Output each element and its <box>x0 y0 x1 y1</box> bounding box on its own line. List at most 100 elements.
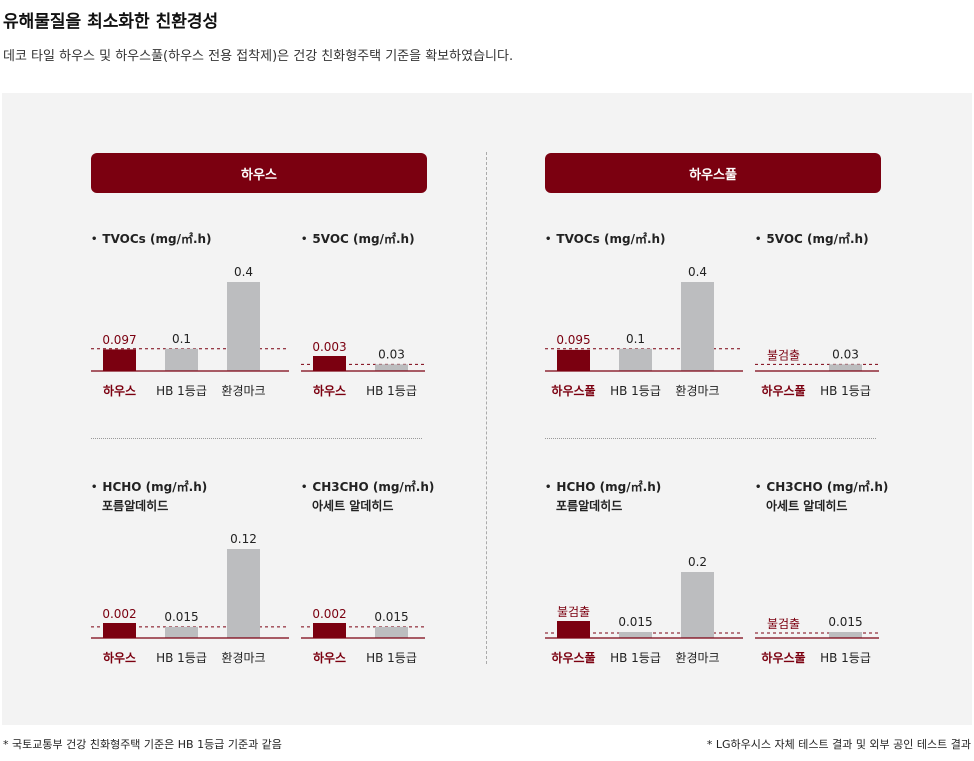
category-label: 하우스 <box>103 383 136 398</box>
chart-title-text: 5VOC (mg/㎡.h) <box>312 232 415 246</box>
bullet: • <box>755 234 762 245</box>
category-label: 환경마크 <box>221 384 265 398</box>
chart-title-house-ch3cho: • CH3CHO (mg/㎡.h) 아세트 알데히드 <box>301 478 434 516</box>
bar-chart-house-tvoc: 0.097 하우스 0.1 HB 1등급 0.4 환경마크 <box>91 265 289 398</box>
bar-하우스 <box>103 349 136 371</box>
bullet: • <box>301 234 308 245</box>
group-divider <box>486 152 487 664</box>
category-label: HB 1등급 <box>820 384 871 398</box>
results-panel <box>2 93 972 725</box>
value-label: 0.015 <box>618 615 652 629</box>
chart-title-housepool-5voc: • 5VOC (mg/㎡.h) <box>755 230 869 249</box>
category-label: HB 1등급 <box>366 651 417 665</box>
bar-하우스풀 <box>557 349 590 371</box>
chart-title-housepool-hcho: • HCHO (mg/㎡.h) 포름알데히드 <box>545 478 661 516</box>
value-label: 0.015 <box>374 610 408 624</box>
category-label: HB 1등급 <box>156 384 207 398</box>
bar-chart-housepool-tvoc: 0.095 하우스풀 0.1 HB 1등급 0.4 환경마크 <box>545 265 743 398</box>
value-label: 0.12 <box>230 532 257 546</box>
bar-chart-house-5voc: 0.003 하우스 0.03 HB 1등급 <box>301 340 425 398</box>
value-label: 불검출 <box>767 617 800 631</box>
bar-chart-house-ch3cho: 0.002 하우스 0.015 HB 1등급 <box>301 607 425 665</box>
category-label: 하우스풀 <box>551 383 595 398</box>
bar-HB 1등급 <box>165 626 198 638</box>
bar-HB 1등급 <box>829 632 862 638</box>
bar-하우스 <box>313 623 346 638</box>
category-label: HB 1등급 <box>156 651 207 665</box>
group-header-housepool: 하우스풀 <box>545 153 881 193</box>
chart-title-text: TVOCs (mg/㎡.h) <box>556 232 666 246</box>
bar-환경마크 <box>227 549 260 638</box>
value-label: 0.095 <box>556 333 590 347</box>
page-title: 유해물질을 최소화한 친환경성 <box>3 12 219 32</box>
bullet: • <box>545 234 552 245</box>
value-label: 0.4 <box>234 265 253 279</box>
value-label: 0.003 <box>312 340 346 354</box>
value-label: 0.015 <box>828 615 862 629</box>
value-label: 0.002 <box>102 607 136 621</box>
category-label: HB 1등급 <box>820 651 871 665</box>
category-label: 하우스풀 <box>551 650 595 665</box>
value-label: 0.03 <box>832 347 859 361</box>
value-label: 0.1 <box>172 332 191 346</box>
bullet: • <box>301 482 308 493</box>
chart-title-housepool-tvoc: • TVOCs (mg/㎡.h) <box>545 230 666 249</box>
value-label: 0.097 <box>102 333 136 347</box>
value-label: 0.1 <box>626 332 645 346</box>
chart-title-text: TVOCs (mg/㎡.h) <box>102 232 212 246</box>
category-label: 하우스풀 <box>761 650 805 665</box>
bar-HB 1등급 <box>619 348 652 371</box>
page-subtitle: 데코 타일 하우스 및 하우스풀(하우스 전용 접착제)은 건강 친화형주택 기… <box>3 49 514 64</box>
value-label: 0.4 <box>688 265 707 279</box>
chart-subtitle: 포름알데히드 <box>556 499 623 513</box>
bar-환경마크 <box>681 282 714 371</box>
value-label: 0.015 <box>164 610 198 624</box>
value-label: 0.2 <box>688 555 707 569</box>
category-label: 하우스풀 <box>761 383 805 398</box>
category-label: HB 1등급 <box>610 651 661 665</box>
chart-title-text: HCHO (mg/㎡.h) <box>102 480 208 494</box>
category-label: 하우스 <box>313 383 346 398</box>
bar-하우스풀 <box>557 621 590 638</box>
bar-하우스 <box>103 623 136 638</box>
chart-title-text: 5VOC (mg/㎡.h) <box>766 232 869 246</box>
footnote-standard: * 국토교통부 건강 친화형주택 기준은 HB 1등급 기준과 같음 <box>3 738 282 751</box>
bar-HB 1등급 <box>375 364 408 371</box>
footnote-test-source: * LG하우시스 자체 테스트 결과 및 외부 공인 테스트 결과 <box>706 738 971 751</box>
chart-title-house-hcho: • HCHO (mg/㎡.h) 포름알데히드 <box>91 478 207 516</box>
chart-title-text: CH3CHO (mg/㎡.h) <box>312 480 435 494</box>
category-label: HB 1등급 <box>610 384 661 398</box>
chart-title-housepool-ch3cho: • CH3CHO (mg/㎡.h) 아세트 알데히드 <box>755 478 888 516</box>
chart-title-text: CH3CHO (mg/㎡.h) <box>766 480 889 494</box>
bullet: • <box>755 482 762 493</box>
value-label: 0.002 <box>312 607 346 621</box>
value-label: 0.03 <box>378 347 405 361</box>
bar-HB 1등급 <box>619 632 652 638</box>
chart-subtitle: 포름알데히드 <box>102 499 169 513</box>
category-label: 하우스 <box>313 650 346 665</box>
bar-환경마크 <box>227 282 260 371</box>
bullet: • <box>545 482 552 493</box>
category-label: 하우스 <box>103 650 136 665</box>
bar-환경마크 <box>681 572 714 638</box>
category-label: 환경마크 <box>675 384 719 398</box>
bar-HB 1등급 <box>165 348 198 371</box>
bullet: • <box>91 234 98 245</box>
group-header-house: 하우스 <box>91 153 427 193</box>
bar-HB 1등급 <box>829 364 862 371</box>
chart-subtitle: 아세트 알데히드 <box>312 499 394 513</box>
category-label: 환경마크 <box>221 651 265 665</box>
category-label: HB 1등급 <box>366 384 417 398</box>
chart-title-house-tvoc: • TVOCs (mg/㎡.h) <box>91 230 212 249</box>
row-divider-left <box>91 438 422 439</box>
category-label: 환경마크 <box>675 651 719 665</box>
bar-HB 1등급 <box>375 626 408 638</box>
bar-하우스 <box>313 356 346 371</box>
chart-subtitle: 아세트 알데히드 <box>766 499 848 513</box>
value-label: 불검출 <box>767 348 800 362</box>
chart-title-house-5voc: • 5VOC (mg/㎡.h) <box>301 230 415 249</box>
bullet: • <box>91 482 98 493</box>
